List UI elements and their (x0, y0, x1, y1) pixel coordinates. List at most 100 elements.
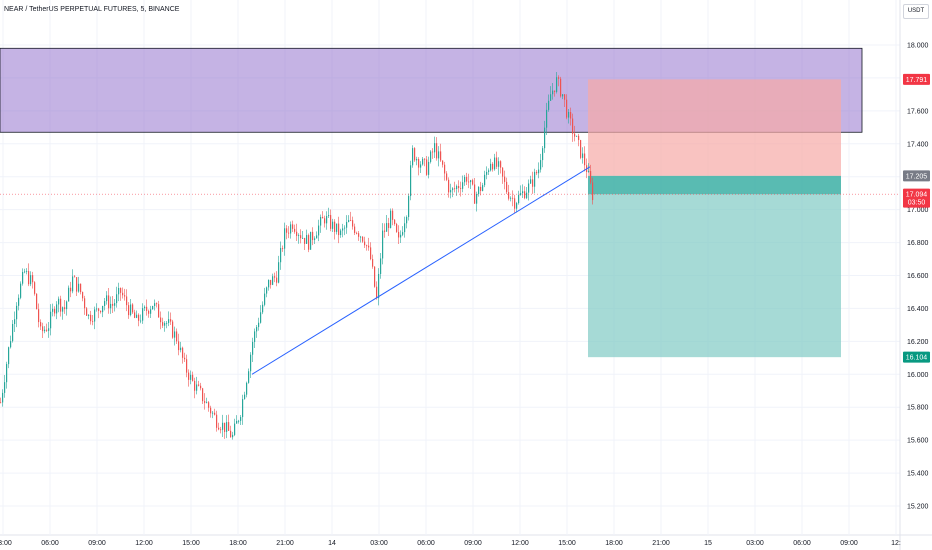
price-tag-label: 16.104 (906, 355, 928, 362)
candle-body (320, 216, 322, 226)
price-tag-label: 17.791 (906, 77, 928, 84)
candle-body (192, 374, 194, 381)
candle-body (522, 191, 524, 194)
candle-body (576, 135, 578, 137)
candle-body (72, 276, 74, 292)
candle-body (492, 163, 494, 170)
candle-body (264, 293, 266, 305)
candle-body (510, 197, 512, 199)
y-tick-label: 15.400 (907, 471, 929, 478)
candle-body (304, 237, 306, 244)
candle-body (512, 197, 514, 199)
candle-body (470, 180, 472, 183)
candle-body (294, 228, 296, 232)
candle-body (332, 221, 334, 229)
candle-body (546, 109, 548, 128)
candle-body (268, 279, 270, 288)
x-tick-label: 21:00 (276, 540, 294, 547)
x-tick-label: 14 (328, 540, 336, 547)
candle-body (472, 180, 474, 185)
candle-body (310, 231, 312, 250)
candle-body (4, 382, 6, 393)
candle-body (380, 258, 382, 274)
candle-body (302, 237, 304, 239)
candle-body (8, 347, 10, 365)
candle-body (500, 161, 502, 168)
candle-body (534, 171, 536, 187)
candle-body (80, 283, 82, 293)
candle-body (558, 77, 560, 79)
candle-body (200, 385, 202, 389)
candle-body (564, 94, 566, 100)
candle-body (306, 235, 308, 244)
candle-body (120, 287, 122, 293)
candle-body (236, 420, 238, 424)
candle-body (566, 99, 568, 118)
candle-body (350, 220, 352, 221)
x-tick-label: 03:00 (746, 540, 764, 547)
candle-body (150, 309, 152, 314)
candle-body (582, 153, 584, 158)
candle-body (52, 308, 54, 312)
candle-body (174, 331, 176, 338)
candle-body (468, 181, 470, 183)
candle-body (372, 259, 374, 267)
candle-body (56, 304, 58, 314)
candle-body (152, 305, 154, 310)
candle-body (452, 188, 454, 191)
candle-body (580, 140, 582, 158)
candle-body (370, 247, 372, 260)
candle-body (112, 303, 114, 306)
candle-body (536, 171, 538, 174)
candle-body (240, 417, 242, 421)
candle-body (114, 303, 116, 306)
candle-body (544, 127, 546, 149)
x-tick-label: 09:00 (464, 540, 482, 547)
candle-body (412, 148, 414, 166)
candle-body (116, 294, 118, 304)
candle-body (462, 182, 464, 189)
candle-body (570, 111, 572, 119)
candle-body (230, 430, 232, 438)
candle-body (134, 312, 136, 318)
candle-body (222, 422, 224, 430)
candle-body (368, 245, 370, 248)
currency-button[interactable]: USDT (903, 4, 929, 19)
candle-body (250, 354, 252, 372)
candle-body (548, 100, 550, 110)
candle-body (278, 262, 280, 283)
candle-body (128, 305, 130, 316)
candle-body (414, 148, 416, 161)
candle-body (254, 331, 256, 342)
candle-body (364, 241, 366, 246)
candle-body (344, 227, 346, 229)
candle-body (88, 314, 90, 316)
price-tag-bg (903, 351, 930, 363)
candle-body (58, 298, 60, 305)
candle-body (40, 322, 42, 327)
candle-body (430, 151, 432, 162)
candle-body (384, 230, 386, 232)
candle-body (50, 311, 52, 329)
candle-body (590, 171, 592, 183)
candle-body (104, 301, 106, 306)
candle-body (518, 194, 520, 204)
candle-body (420, 164, 422, 168)
candle-body (526, 192, 528, 199)
candle-body (84, 298, 86, 309)
candle-body (14, 319, 16, 324)
x-tick-label: 06:00 (41, 540, 59, 547)
candle-body (520, 193, 522, 195)
stop-loss-zone (588, 79, 841, 176)
candle-body (340, 230, 342, 236)
candle-body (562, 94, 564, 97)
candle-body (514, 198, 516, 209)
candle-body (190, 374, 192, 380)
candle-body (456, 186, 458, 189)
candle-body (478, 186, 480, 195)
candle-body (542, 148, 544, 161)
x-tick-label: 15:00 (182, 540, 200, 547)
candle-body (356, 232, 358, 234)
